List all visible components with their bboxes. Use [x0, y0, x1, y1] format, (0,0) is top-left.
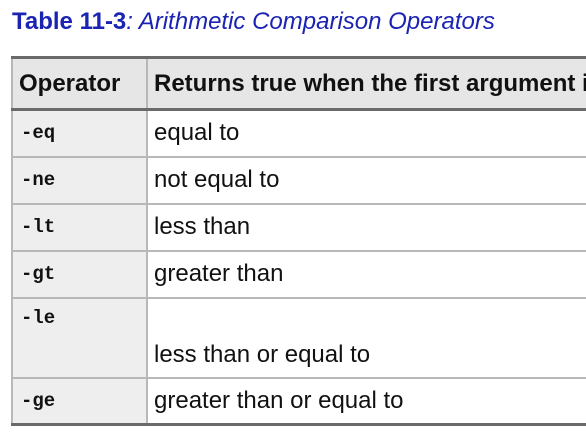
header-operator: Operator: [11, 56, 148, 111]
caption-label: Table 11-3: [12, 8, 127, 35]
table-row: -eq equal to: [11, 108, 586, 158]
table-header-row: Operator Returns true when the first arg…: [11, 56, 586, 111]
description-cell: less than or equal to: [146, 296, 586, 379]
description-cell: less than: [146, 202, 586, 252]
header-returns-true: Returns true when the first argument is:: [146, 56, 586, 111]
operator-cell: -ne: [11, 155, 148, 205]
table-row: -ge greater than or equal to: [11, 376, 586, 426]
comparison-operators-table: Operator Returns true when the first arg…: [11, 56, 586, 426]
operator-cell: -lt: [11, 202, 148, 252]
table-row: -ne not equal to: [11, 155, 586, 205]
table-caption: Table 11-3: Arithmetic Comparison Operat…: [12, 6, 495, 38]
description-cell: equal to: [146, 108, 586, 158]
table-row: -le less than or equal to: [11, 296, 586, 379]
description-cell: greater than: [146, 249, 586, 299]
table-row: -lt less than: [11, 202, 586, 252]
description-cell: not equal to: [146, 155, 586, 205]
operator-cell: -eq: [11, 108, 148, 158]
operator-cell: -le: [11, 296, 148, 379]
caption-title: : Arithmetic Comparison Operators: [126, 8, 495, 35]
operator-cell: -gt: [11, 249, 148, 299]
operator-cell: -ge: [11, 376, 148, 426]
table-row: -gt greater than: [11, 249, 586, 299]
description-cell: greater than or equal to: [146, 376, 586, 426]
